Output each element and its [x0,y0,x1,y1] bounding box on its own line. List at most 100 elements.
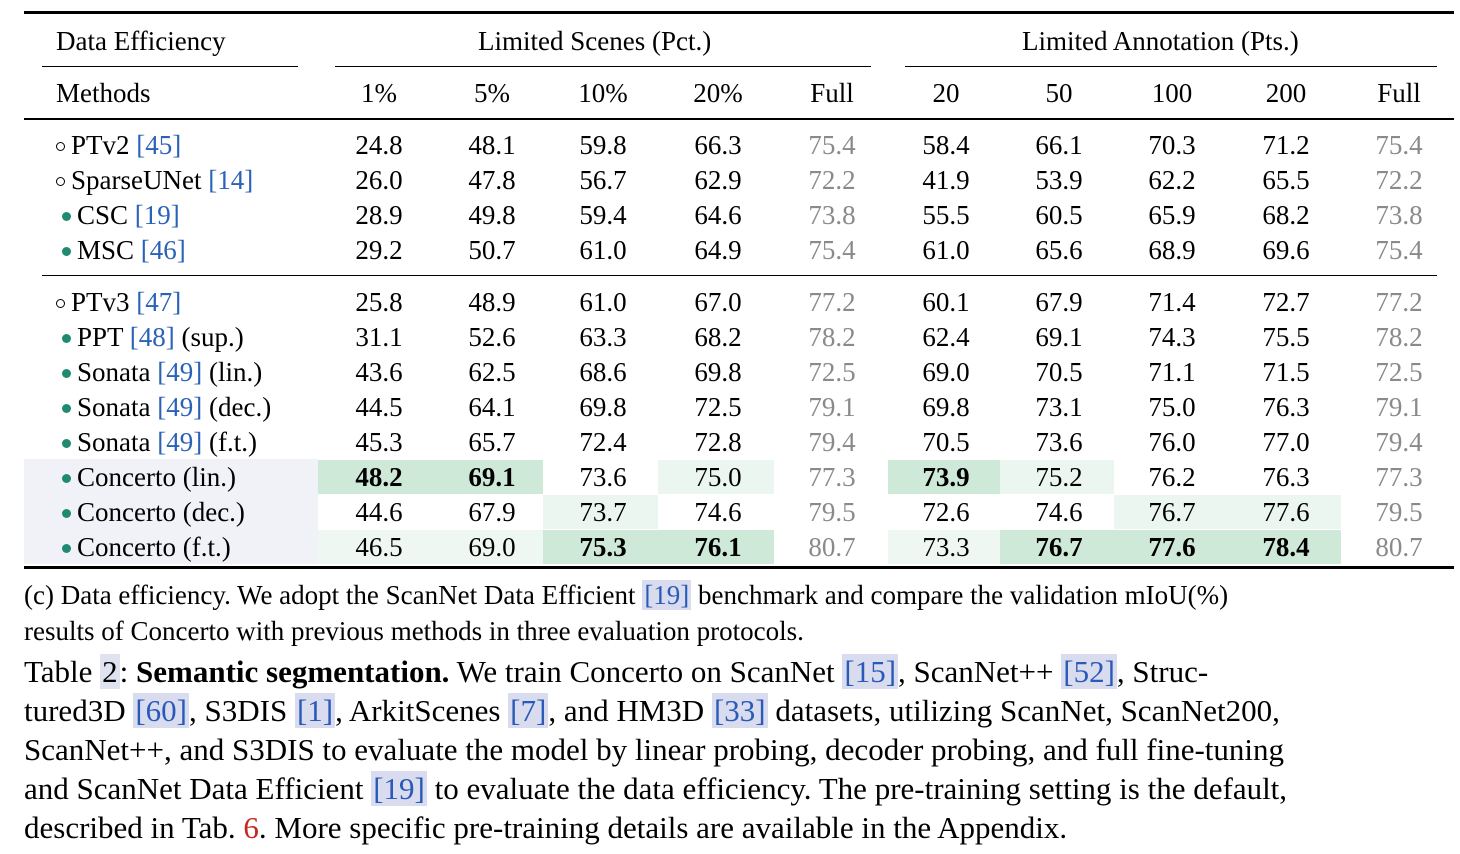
table-cell: 65.7 [468,427,516,457]
citation-link[interactable]: [19] [134,200,180,230]
table-cell: 71.4 [1148,287,1196,317]
table-cell: 74.6 [1035,497,1083,527]
second-cell-shade [658,460,774,494]
method-label: PPT [77,322,124,352]
table-cell: 69.8 [579,392,627,422]
method-label: PTv3 [71,287,130,317]
table-cell: 80.7 [808,532,856,562]
table-cell: 75.2 [1035,462,1083,492]
citation-link[interactable]: [15] [842,654,899,689]
column-header: 20% [693,78,743,108]
second-cell-shade [318,530,543,564]
method-name: SparseUNet [14] [56,165,253,195]
best-cell-shade [1227,530,1341,564]
table-cell: 28.9 [355,200,403,230]
group-rule-left [42,66,298,68]
subcaption-line-2: results of Concerto with previous method… [24,616,804,646]
citation-link[interactable]: [49] [157,392,203,422]
table-ref-link[interactable]: 6 [243,810,259,845]
table-cell: 67.9 [1035,287,1083,317]
table-cell: 62.9 [694,165,742,195]
table-cell: 31.1 [355,322,403,352]
table-cell: 69.6 [1262,235,1310,265]
table-cell: 78.4 [1262,532,1310,562]
caption-bold-title: Semantic segmentation. [136,654,450,689]
citation-link[interactable]: [52] [1061,654,1117,689]
table-cell: 74.6 [694,497,742,527]
pretrained-marker-icon [62,509,71,518]
table-cell: 76.3 [1262,392,1310,422]
table-cell: 55.5 [922,200,970,230]
table-cell: 78.2 [808,322,856,352]
citation-link[interactable]: [49] [157,427,203,457]
citation-link[interactable]: [47] [136,287,182,317]
table-cell: 75.0 [1148,392,1196,422]
second-cell-shade [1114,495,1227,529]
best-cell-shade [1000,530,1114,564]
citation-link[interactable]: [60] [133,693,189,728]
table-cell: 75.5 [1262,322,1310,352]
column-header: 100 [1151,78,1193,108]
table-cell: 24.8 [355,130,403,160]
supervised-marker-icon [56,299,65,308]
pretrained-marker-icon [62,404,71,413]
citation-link[interactable]: [7] [508,693,549,728]
method-name: Sonata [49] (dec.) [62,392,271,422]
caption-line-5: described in Tab. 6. More specific pre-t… [24,810,1068,845]
second-cell-shade [888,530,1000,564]
method-name: PTv2 [45] [56,130,181,160]
concerto-name-shade [24,459,318,564]
table-cell: 25.8 [355,287,403,317]
citation-link[interactable]: [49] [157,357,203,387]
citation-link[interactable]: [45] [136,130,182,160]
method-suffix: (f.t.) [208,427,257,457]
citation-link[interactable]: [19] [371,771,427,806]
method-name: CSC [19] [62,200,180,230]
table-cell: 63.3 [579,322,627,352]
table-cell: 75.4 [808,130,856,160]
table-cell: 47.8 [468,165,516,195]
table-cell: 73.3 [922,532,970,562]
table-cell: 64.9 [694,235,742,265]
method-name: Concerto (f.t.) [62,532,231,562]
table-cell: 72.8 [694,427,742,457]
table-cell: 48.2 [355,462,403,492]
table-cell: 79.5 [808,497,856,527]
method-label: Sonata [77,357,151,387]
method-label: Sonata [77,427,151,457]
citation-link[interactable]: [48] [129,322,175,352]
method-suffix: (dec.) [208,392,272,422]
citation-link[interactable]: [46] [140,235,186,265]
best-cell-shade [318,460,430,494]
table-cell: 50.7 [468,235,516,265]
annotation-label: Limited Annotation (Pts.) [1022,26,1299,56]
citation-link[interactable]: [19] [642,580,692,610]
method-suffix: (sup.) [181,322,244,352]
citation-link[interactable]: [14] [208,165,254,195]
citation-link[interactable]: [1] [294,693,336,728]
table-cell: 73.8 [1375,200,1423,230]
best-cell-shade [543,530,658,564]
subcaption-line-1: (c) Data efficiency. We adopt the ScanNe… [24,580,1229,610]
table-cell: 45.3 [355,427,403,457]
table-cell: 72.2 [808,165,856,195]
table-cell: 77.3 [808,462,856,492]
bottom-rule [24,566,1454,569]
caption-line-3: ScanNet++, and S3DIS to evaluate the mod… [24,732,1285,767]
table-cell: 77.3 [1375,462,1423,492]
citation-link[interactable]: [33] [711,693,768,728]
table-cell: 69.1 [468,462,516,492]
table-cell: 62.4 [922,322,970,352]
table-cell: 77.6 [1148,532,1196,562]
table-cell: 43.6 [355,357,403,387]
table-cell: 79.5 [1375,497,1423,527]
column-header: Full [810,78,854,108]
table-cell: 69.8 [922,392,970,422]
caption-line-1: Table 2: Semantic segmentation. We train… [24,654,1209,689]
best-cell-shade [888,460,1000,494]
table-cell: 58.4 [922,130,970,160]
table-cell: 72.5 [808,357,856,387]
table-cell: 72.4 [579,427,627,457]
group-rule-annotation [905,66,1437,68]
table-cell: 61.0 [579,235,627,265]
